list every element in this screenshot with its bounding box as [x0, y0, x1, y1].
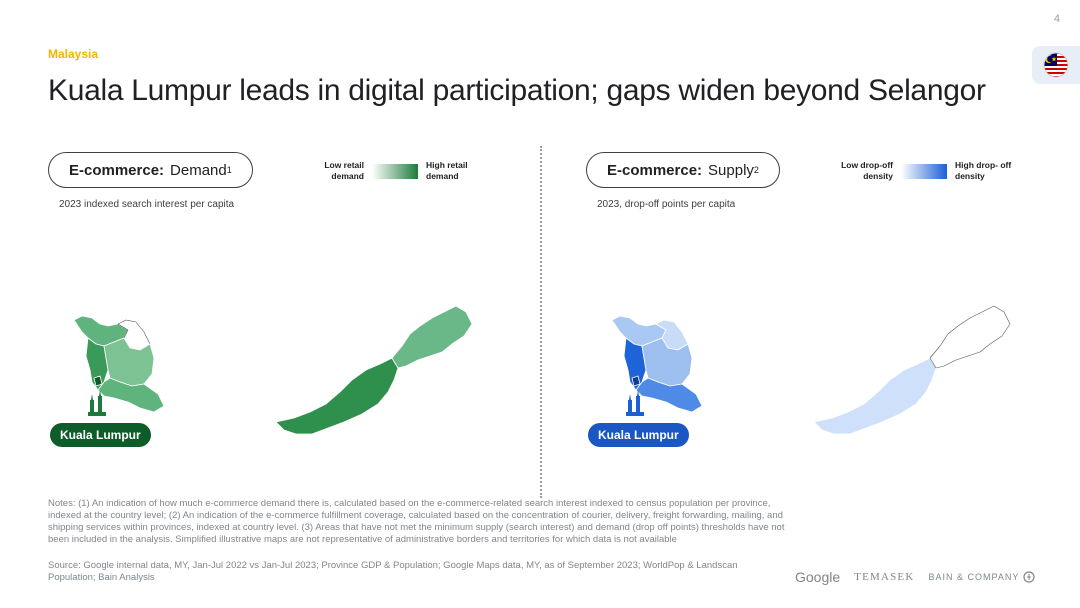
bain-logo-text: BAIN & COMPANY: [928, 572, 1020, 582]
supply-city-tag: Kuala Lumpur: [588, 423, 689, 447]
partner-logos: Google TEMASEK BAIN & COMPANY: [795, 569, 1035, 585]
supply-region-sarawak: [813, 357, 937, 435]
footnotes: Notes: (1) An indication of how much e-c…: [48, 498, 785, 545]
source-note: Source: Google internal data, MY, Jan-Ju…: [48, 560, 738, 583]
supply-legend-high: High drop- off density: [955, 160, 1012, 181]
demand-panel: E-commerce: Demand 1 2023 indexed search …: [48, 152, 548, 452]
supply-region-kl: [631, 375, 641, 387]
demand-legend-low: Low retail demand: [324, 160, 364, 181]
bain-logo: BAIN & COMPANY: [929, 571, 1036, 583]
bain-emblem-icon: [1023, 571, 1035, 583]
demand-region-kl: [93, 375, 103, 387]
demand-region-sarawak: [275, 357, 399, 435]
malaysia-flag-tab: [1032, 46, 1080, 84]
supply-pill-footnote: 2: [753, 165, 759, 175]
demand-legend: Low retail demand High retail demand: [306, 160, 486, 182]
supply-legend-gradient: [901, 163, 947, 179]
supply-peninsula: [611, 315, 703, 413]
supply-legend-low: Low drop-off density: [841, 160, 893, 181]
demand-region-pahang: [103, 337, 155, 387]
demand-subtitle: 2023 indexed search interest per capita: [59, 199, 235, 210]
supply-borneo: [813, 305, 1011, 435]
kl-building-icon: [626, 390, 644, 416]
supply-panel: E-commerce: Supply 2 2023, drop-off point…: [586, 152, 1080, 452]
demand-region-south: [97, 377, 165, 413]
google-logo: Google: [795, 569, 841, 585]
demand-legend-gradient: [372, 163, 418, 179]
demand-pill-text: Demand: [170, 161, 227, 179]
page-title: Kuala Lumpur leads in digital participat…: [48, 74, 986, 107]
demand-pill-bold: E-commerce:: [69, 161, 165, 179]
supply-map: [611, 305, 1011, 435]
supply-region-pahang: [641, 337, 693, 387]
malaysia-flag-icon: [1043, 52, 1069, 78]
demand-city-tag: Kuala Lumpur: [50, 423, 151, 447]
supply-subtitle: 2023, drop-off points per capita: [597, 199, 736, 210]
supply-region-south: [635, 377, 703, 413]
demand-pill-footnote: 1: [226, 165, 232, 175]
supply-pill-text: Supply: [708, 161, 754, 179]
supply-region-sabah: [929, 305, 1011, 369]
temasek-logo: TEMASEK: [854, 571, 915, 583]
supply-legend: Low drop-off density High drop- off dens…: [835, 160, 1015, 182]
supply-pill-bold: E-commerce:: [607, 161, 703, 179]
section-label: Malaysia: [48, 47, 99, 61]
demand-pill: E-commerce: Demand 1: [48, 152, 253, 188]
demand-region-sabah: [391, 305, 473, 369]
demand-peninsula: [73, 315, 165, 413]
page-number: 4: [1053, 13, 1060, 25]
demand-map: [73, 305, 473, 435]
demand-legend-high: High retail demand: [426, 160, 468, 181]
kl-building-icon: [88, 390, 106, 416]
panel-divider: [540, 146, 542, 498]
supply-pill: E-commerce: Supply 2: [586, 152, 780, 188]
demand-borneo: [275, 305, 473, 435]
